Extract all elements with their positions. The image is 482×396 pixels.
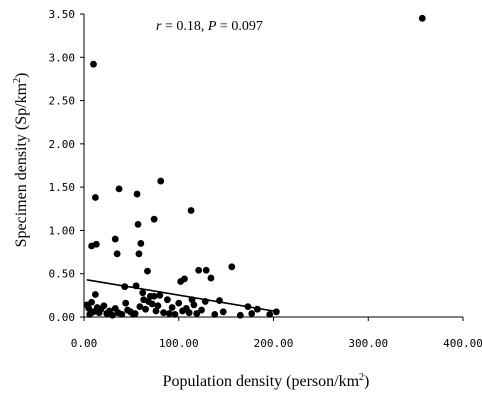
data-point bbox=[92, 194, 99, 201]
data-point bbox=[88, 299, 95, 306]
y-tick-label: 0.00 bbox=[49, 311, 76, 324]
data-point bbox=[248, 310, 255, 317]
data-point bbox=[135, 221, 142, 228]
data-point bbox=[100, 302, 107, 309]
y-tick-label: 0.50 bbox=[49, 268, 76, 281]
r-value: = 0.18, bbox=[161, 19, 207, 34]
data-point bbox=[90, 61, 97, 68]
y-tick-label: 1.50 bbox=[49, 181, 76, 194]
data-point bbox=[122, 300, 129, 307]
data-point bbox=[198, 307, 205, 314]
data-point bbox=[155, 302, 162, 309]
data-point bbox=[203, 267, 210, 274]
y-tick-label: 3.50 bbox=[49, 8, 76, 21]
x-tick-label: 400.00 bbox=[443, 337, 482, 350]
x-tick-label: 300.00 bbox=[348, 337, 388, 350]
data-point bbox=[220, 308, 227, 315]
data-point bbox=[175, 300, 182, 307]
data-point bbox=[266, 311, 273, 318]
data-point bbox=[188, 207, 195, 214]
y-axis-title: Specimen density (Sp/km2) bbox=[12, 73, 30, 248]
x-axis-title-text: Population density (person/km bbox=[163, 373, 360, 390]
data-point bbox=[191, 301, 198, 308]
x-tick-label: 0.00 bbox=[71, 337, 98, 350]
data-point bbox=[147, 293, 154, 300]
data-point bbox=[132, 310, 139, 317]
data-point bbox=[211, 311, 218, 318]
data-point bbox=[195, 267, 202, 274]
data-point bbox=[112, 236, 119, 243]
data-point bbox=[119, 311, 126, 318]
axes bbox=[84, 14, 463, 317]
data-point bbox=[208, 275, 215, 282]
data-point bbox=[166, 310, 173, 317]
data-point bbox=[137, 240, 144, 247]
data-point bbox=[139, 289, 146, 296]
data-point bbox=[92, 291, 99, 298]
data-point bbox=[151, 216, 158, 223]
y-axis-title-close: ) bbox=[13, 73, 30, 78]
data-point bbox=[186, 309, 193, 316]
data-point bbox=[419, 15, 426, 22]
data-point bbox=[93, 241, 100, 248]
data-point bbox=[157, 178, 164, 185]
data-point bbox=[114, 250, 121, 257]
data-point bbox=[228, 263, 235, 270]
data-point bbox=[169, 304, 176, 311]
y-tick-label: 1.00 bbox=[49, 224, 76, 237]
correlation-annotation: r = 0.18, P = 0.097 bbox=[156, 19, 263, 34]
x-axis-title: Population density (person/km2) bbox=[163, 372, 370, 390]
data-points bbox=[83, 15, 425, 319]
y-tick-label: 2.00 bbox=[49, 138, 76, 151]
data-point bbox=[136, 250, 143, 257]
data-point bbox=[172, 311, 179, 318]
data-point bbox=[134, 191, 141, 198]
data-point bbox=[160, 309, 167, 316]
y-tick-label: 3.00 bbox=[49, 51, 76, 64]
data-point bbox=[164, 296, 171, 303]
x-tick-label: 100.00 bbox=[159, 337, 199, 350]
p-symbol: P bbox=[207, 19, 217, 34]
x-tick-label: 200.00 bbox=[254, 337, 294, 350]
data-point bbox=[181, 276, 188, 283]
data-point bbox=[142, 306, 149, 313]
data-point bbox=[237, 312, 244, 319]
data-point bbox=[144, 268, 151, 275]
data-point bbox=[116, 185, 123, 192]
p-value: = 0.097 bbox=[216, 19, 262, 34]
y-tick-label: 2.50 bbox=[49, 95, 76, 108]
y-axis-title-text: Specimen density (Sp/km bbox=[13, 82, 30, 247]
x-axis-title-close: ) bbox=[364, 373, 369, 390]
